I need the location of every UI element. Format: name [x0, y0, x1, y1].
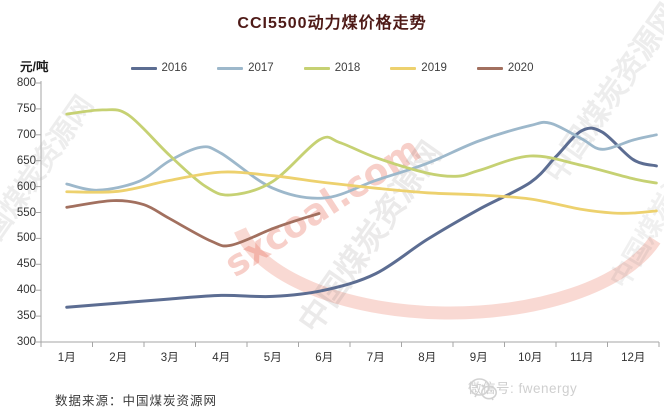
legend-swatch-2019	[390, 66, 417, 70]
legend-label-2018: 2018	[334, 62, 361, 74]
legend: 2016 2017 2018 2019 2020	[0, 62, 664, 74]
y-tick-300: 300	[16, 336, 36, 348]
y-tick-450: 450	[16, 258, 36, 271]
legend-swatch-2016	[130, 66, 157, 70]
x-tick-4: 4月	[212, 352, 231, 364]
y-axis-unit-label: 元/吨	[20, 60, 49, 74]
y-tick-800: 800	[16, 77, 36, 89]
wechat-id-label: 微信号: fwenergy	[468, 381, 578, 396]
series-line-2018	[65, 108, 658, 197]
wechat-icon	[469, 378, 497, 401]
series-line-2016	[65, 126, 658, 309]
x-tick-10: 10月	[518, 352, 543, 364]
y-tick-400: 400	[16, 284, 36, 297]
x-tick-11: 11月	[570, 352, 594, 364]
y-tick-600: 600	[16, 180, 36, 193]
chart-title: CCI5500动力煤价格走势	[237, 15, 427, 32]
legend-label-2020: 2020	[507, 62, 534, 74]
y-tick-750: 750	[16, 102, 36, 115]
legend-label-2016: 2016	[161, 62, 188, 74]
legend-item-2017: 2017	[217, 62, 274, 74]
series-line-2019	[65, 170, 658, 215]
x-tick-6: 6月	[315, 352, 334, 364]
data-source-caption: 数据来源：中国煤炭资源网	[55, 394, 218, 408]
legend-item-2016: 2016	[130, 62, 188, 74]
axes	[36, 81, 660, 347]
legend-item-2018: 2018	[303, 62, 361, 74]
x-tick-12: 12月	[621, 352, 646, 364]
wechat-banner: 微信号: fwenergy	[468, 377, 578, 401]
y-tick-500: 500	[16, 232, 36, 245]
legend-swatch-2018	[303, 66, 330, 70]
x-tick-9: 9月	[469, 352, 488, 364]
watermark-text-3: 中国煤炭资源网	[0, 90, 100, 269]
x-tick-5: 5月	[263, 352, 282, 364]
legend-item-2020: 2020	[476, 62, 534, 74]
x-tick-1: 1月	[57, 352, 76, 364]
series-line-2020	[65, 199, 321, 248]
x-tick-2: 2月	[109, 352, 128, 364]
y-tick-700: 700	[16, 128, 36, 141]
y-tick-350: 350	[16, 310, 36, 323]
series-line-2017	[65, 120, 658, 200]
y-tick-650: 650	[16, 154, 36, 167]
x-tick-3: 3月	[160, 352, 179, 364]
x-tick-8: 8月	[418, 352, 437, 364]
x-tick-7: 7月	[366, 352, 385, 364]
y-tick-550: 550	[16, 206, 36, 219]
legend-label-2017: 2017	[248, 62, 274, 74]
legend-swatch-2020	[476, 66, 503, 70]
legend-swatch-2017	[217, 66, 244, 70]
legend-item-2019: 2019	[390, 62, 447, 74]
legend-label-2019: 2019	[421, 62, 447, 74]
watermark-text-2: 中国煤炭资源网	[538, 0, 664, 190]
watermark-arc	[234, 227, 661, 320]
